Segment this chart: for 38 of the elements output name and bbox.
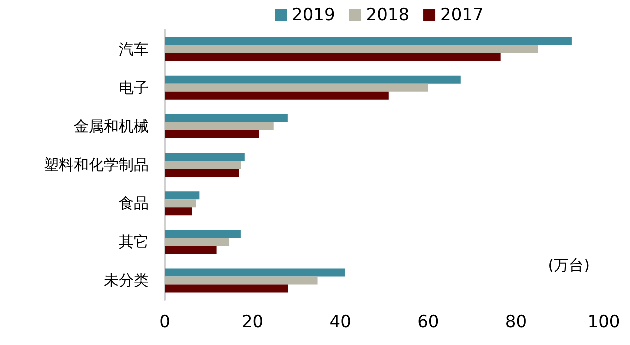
x-tick-label: 80 <box>505 312 528 332</box>
bar <box>165 238 230 246</box>
y-tick-label: 汽车 <box>119 40 149 58</box>
legend-label: 2017 <box>440 6 484 26</box>
bar <box>165 208 192 216</box>
legend-label: 2019 <box>292 6 336 26</box>
x-tick-label: 20 <box>242 312 264 332</box>
bar <box>165 153 245 161</box>
y-tick-label: 未分类 <box>104 272 149 290</box>
bar <box>165 37 572 46</box>
x-tick-label: 40 <box>330 312 352 332</box>
bar <box>165 246 217 254</box>
bar <box>165 122 274 130</box>
bar <box>165 114 288 122</box>
bar <box>165 284 288 293</box>
bar <box>165 192 200 200</box>
legend-label: 2018 <box>366 6 410 26</box>
bar <box>165 130 260 138</box>
y-tick-label: 食品 <box>119 194 149 213</box>
bar <box>165 276 318 285</box>
bar <box>165 200 196 208</box>
bar <box>165 169 240 177</box>
bar <box>165 53 501 62</box>
y-tick-label: 电子 <box>119 78 149 97</box>
x-tick-label: 0 <box>160 312 170 332</box>
y-tick-label: 塑料和化学制品 <box>44 156 149 174</box>
bar <box>165 84 428 92</box>
annotation: (万台) <box>548 256 590 274</box>
bar <box>165 230 241 238</box>
x-tick-label: 100 <box>588 312 620 332</box>
bar <box>165 161 242 169</box>
bar <box>165 45 538 54</box>
bar <box>165 92 389 100</box>
bar <box>165 268 345 277</box>
y-tick-label: 金属和机械 <box>74 117 149 136</box>
y-tick-label: 其它 <box>119 233 149 252</box>
x-tick-label: 60 <box>418 312 440 332</box>
bar <box>165 76 461 84</box>
